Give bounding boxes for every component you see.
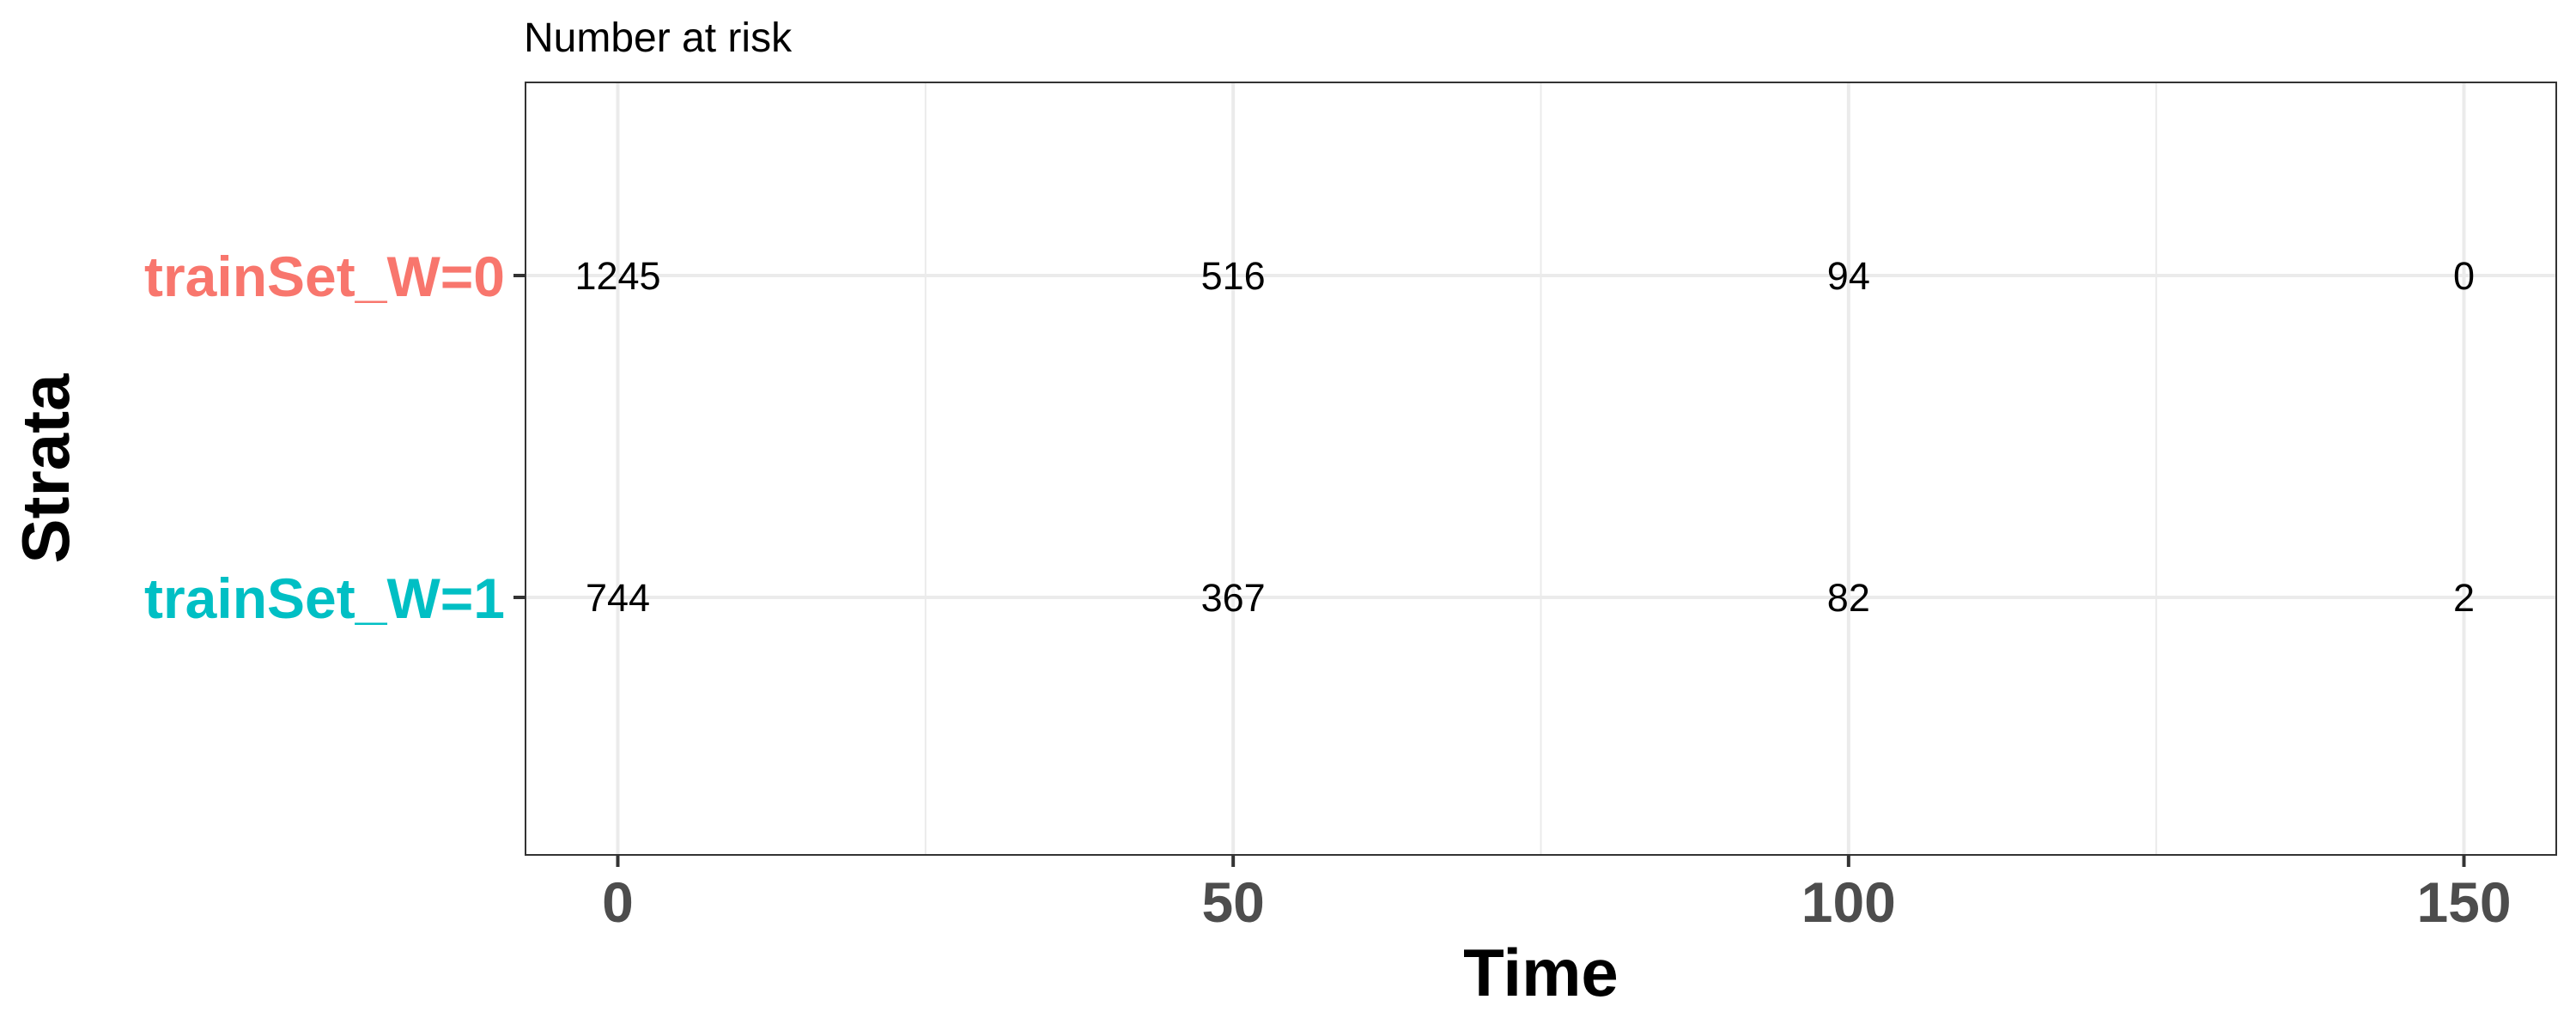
x-axis-title: Time bbox=[1463, 935, 1619, 1010]
risk-count-label: 367 bbox=[1201, 576, 1266, 620]
plot-panel bbox=[525, 82, 2557, 856]
risk-count-label: 94 bbox=[1827, 254, 1870, 298]
labels-layer: 0 50 100 150 trainSet_W=0 trainSet_W=1 bbox=[144, 245, 2512, 934]
risk-count-label: 516 bbox=[1201, 254, 1266, 298]
cells-layer: 1245 516 94 0 744 367 82 2 bbox=[574, 254, 2475, 620]
risk-count-label: 82 bbox=[1827, 576, 1870, 620]
y-tick-label: trainSet_W=0 bbox=[144, 245, 505, 308]
risk-count-label: 0 bbox=[2453, 254, 2475, 298]
y-axis-title: Strata bbox=[8, 373, 83, 564]
x-tick-label: 100 bbox=[1801, 870, 1896, 934]
chart-title: Number at risk bbox=[524, 15, 793, 61]
risk-count-label: 744 bbox=[586, 576, 650, 620]
y-tick-label: trainSet_W=1 bbox=[144, 566, 505, 630]
risk-count-label: 2 bbox=[2453, 576, 2475, 620]
ticks-layer bbox=[513, 274, 2466, 867]
risk-count-label: 1245 bbox=[574, 254, 660, 298]
x-tick-label: 150 bbox=[2416, 870, 2511, 934]
grid-layer bbox=[526, 82, 2556, 855]
x-tick-label: 0 bbox=[602, 870, 634, 934]
x-tick-label: 50 bbox=[1201, 870, 1264, 934]
